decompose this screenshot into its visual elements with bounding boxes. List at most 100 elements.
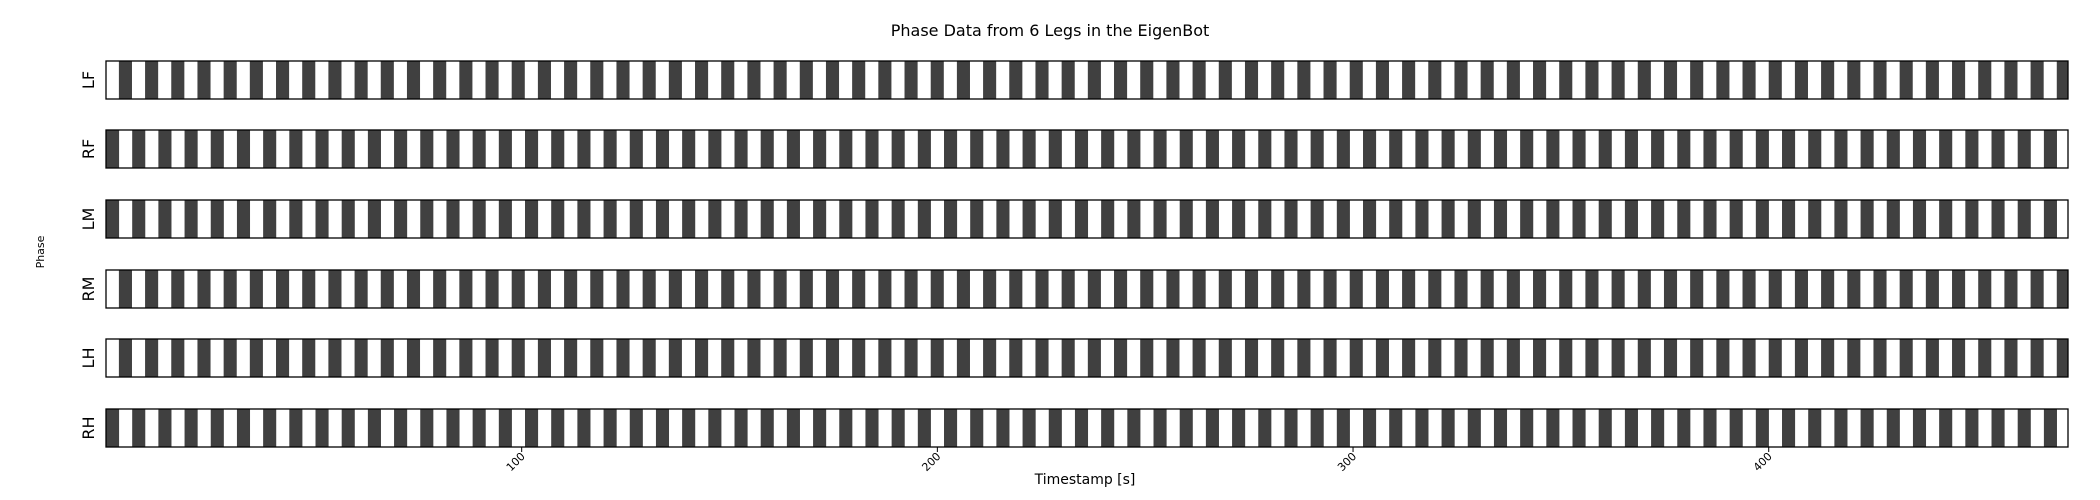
stance-bar-lf-42 <box>1218 61 1232 99</box>
stance-bar-rf-71 <box>1965 130 1979 168</box>
stance-bar-rf-50 <box>1415 130 1429 168</box>
stance-bar-rm-6 <box>276 270 290 308</box>
stance-bar-lh-5 <box>249 339 263 377</box>
stance-bar-rh-17 <box>551 409 565 447</box>
stance-bar-rm-31 <box>930 270 944 308</box>
stance-bar-lh-37 <box>1087 339 1101 377</box>
stance-bar-lh-26 <box>799 339 813 377</box>
stance-bar-rf-31 <box>917 130 931 168</box>
stance-bar-lh-9 <box>354 339 368 377</box>
stance-bar-rf-69 <box>1912 130 1927 168</box>
stance-bar-lm-14 <box>472 200 486 238</box>
stance-bar-lf-48 <box>1375 61 1389 99</box>
stance-bar-rm-50 <box>1428 270 1442 308</box>
stance-bar-lh-8 <box>328 339 342 377</box>
stance-bar-lh-49 <box>1402 339 1416 377</box>
stance-bar-rf-45 <box>1284 130 1298 168</box>
stance-bar-rm-72 <box>2004 270 2018 308</box>
stance-bar-rh-37 <box>1074 409 1089 447</box>
stance-bar-rm-42 <box>1218 270 1232 308</box>
chart-title: Phase Data from 6 Legs in the EigenBot <box>891 21 1210 40</box>
stance-bar-lf-71 <box>1978 61 1992 99</box>
stance-bar-lf-8 <box>328 61 342 99</box>
stance-bar-lm-11 <box>394 200 408 238</box>
stance-bar-rh-31 <box>917 409 931 447</box>
stance-bar-lf-62 <box>1742 61 1756 99</box>
stance-bar-rh-3 <box>184 409 198 447</box>
stance-bar-lm-74 <box>2043 200 2057 238</box>
stance-bar-rh-65 <box>1808 409 1822 447</box>
stance-bar-lm-47 <box>1336 200 1350 238</box>
stance-bar-rf-1 <box>132 130 146 168</box>
stance-bar-rh-52 <box>1467 409 1481 447</box>
stance-bar-lh-21 <box>668 339 682 377</box>
stance-bar-lm-25 <box>760 200 774 238</box>
stance-bar-rm-1 <box>145 270 159 308</box>
stance-bar-lm-62 <box>1729 200 1743 238</box>
stance-bar-rh-14 <box>472 409 486 447</box>
stance-bar-rm-5 <box>249 270 263 308</box>
stance-bar-rh-69 <box>1912 409 1927 447</box>
stance-bar-lh-59 <box>1663 339 1678 377</box>
stance-bar-rh-66 <box>1834 409 1848 447</box>
stance-bar-rf-58 <box>1624 130 1638 168</box>
stance-bar-lm-38 <box>1101 200 1115 238</box>
stance-bar-rf-38 <box>1101 130 1115 168</box>
stance-bar-lh-73 <box>2030 339 2044 377</box>
stance-bar-rh-39 <box>1127 409 1141 447</box>
stance-bar-rm-56 <box>1585 270 1599 308</box>
stance-bar-lh-19 <box>616 339 630 377</box>
stance-bar-lh-67 <box>1873 339 1887 377</box>
stance-bar-rm-11 <box>406 270 421 308</box>
stance-bar-rf-56 <box>1572 130 1586 168</box>
stance-bar-rf-20 <box>629 130 643 168</box>
stance-bar-lh-50 <box>1428 339 1442 377</box>
stance-bar-lh-36 <box>1061 339 1075 377</box>
stance-bar-lh-32 <box>956 339 970 377</box>
x-tick-label-400: 400 <box>1751 450 1775 474</box>
stance-bar-rm-62 <box>1742 270 1756 308</box>
row-background <box>106 339 2068 377</box>
stance-bar-rh-10 <box>367 409 381 447</box>
stance-bar-lh-20 <box>642 339 656 377</box>
stance-bar-lm-58 <box>1624 200 1638 238</box>
stance-bar-rf-42 <box>1205 130 1219 168</box>
stance-bar-lh-17 <box>564 339 578 377</box>
stance-bar-rm-10 <box>380 270 394 308</box>
stance-bar-lm-72 <box>1991 200 2005 238</box>
stance-bar-lh-18 <box>590 339 604 377</box>
leg-row-rm: RM <box>79 269 2069 309</box>
stance-bar-rf-74 <box>2043 130 2057 168</box>
stance-bar-lh-10 <box>380 339 394 377</box>
stance-bar-rh-4 <box>210 409 224 447</box>
stance-bar-rm-16 <box>537 270 551 308</box>
stance-bar-lm-28 <box>839 200 853 238</box>
stance-bar-rh-2 <box>158 409 172 447</box>
stance-bar-rh-70 <box>1939 409 1953 447</box>
stance-bar-lm-18 <box>577 200 591 238</box>
stance-bar-rm-7 <box>302 270 316 308</box>
stance-bar-rm-74 <box>2056 270 2068 308</box>
stance-bar-rh-74 <box>2043 409 2057 447</box>
stance-bar-lf-40 <box>1166 61 1180 99</box>
stance-bar-lh-55 <box>1559 339 1573 377</box>
stance-bar-rf-4 <box>210 130 224 168</box>
stance-bar-rm-36 <box>1061 270 1075 308</box>
stance-bar-lh-34 <box>1009 339 1023 377</box>
stance-bar-rh-42 <box>1205 409 1219 447</box>
stance-bar-lh-1 <box>145 339 159 377</box>
x-tick-label-100: 100 <box>504 450 528 474</box>
stance-bar-rh-26 <box>786 409 800 447</box>
stance-bar-lm-63 <box>1755 200 1769 238</box>
stance-bar-rf-8 <box>315 130 329 168</box>
stance-bar-lf-55 <box>1559 61 1573 99</box>
stance-bar-rh-59 <box>1651 409 1665 447</box>
stance-bar-rf-19 <box>603 130 617 168</box>
stance-bar-lm-54 <box>1520 200 1534 238</box>
stance-bar-rh-24 <box>734 409 748 447</box>
x-tick-label-200: 200 <box>919 450 943 474</box>
stance-bar-rh-64 <box>1782 409 1796 447</box>
stance-bar-lm-17 <box>551 200 565 238</box>
stance-bar-rf-35 <box>1022 130 1036 168</box>
stance-bar-lf-10 <box>380 61 394 99</box>
